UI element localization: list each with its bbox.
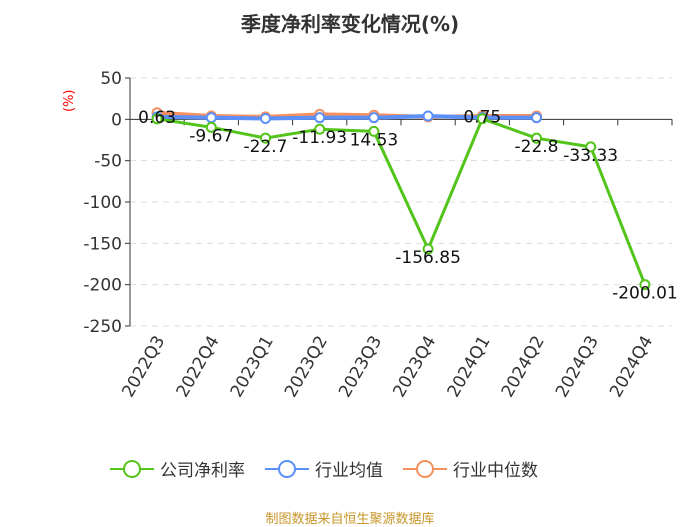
data-label: -22.7 [244, 137, 288, 157]
data-label: 0.75 [463, 108, 501, 128]
y-tick-label: -100 [83, 193, 122, 213]
x-tick-label: 2024Q1 [444, 333, 495, 401]
data-label: -9.67 [189, 126, 233, 146]
data-point [260, 113, 271, 125]
data-label: 0.63 [138, 108, 176, 128]
y-tick-label: -200 [83, 276, 122, 296]
data-point [260, 132, 271, 144]
x-tick-label: 2023Q1 [227, 333, 278, 401]
data-point [531, 112, 542, 124]
x-tick-label: 2022Q3 [118, 333, 169, 401]
legend-label: 行业中位数 [453, 461, 538, 481]
y-tick-label: -50 [94, 152, 122, 172]
data-point [639, 279, 651, 291]
series-line-1 [157, 114, 537, 121]
source-note: 制图数据来自恒生聚源数据库 [265, 512, 435, 527]
data-point [585, 141, 597, 153]
series-line-0 [156, 116, 647, 286]
legend-marker-icon [265, 459, 309, 478]
legend-item[interactable]: 行业均值 [265, 456, 383, 481]
data-label: 14.53 [350, 130, 399, 150]
x-tick-label: 2022Q4 [173, 333, 224, 401]
x-tick-label: 2024Q3 [552, 333, 603, 401]
chart-title: 季度净利率变化情况(%) [240, 12, 460, 36]
data-point [368, 112, 380, 124]
legend: 公司净利率 行业均值 行业中位数 [110, 456, 558, 481]
data-point [422, 243, 434, 255]
x-tick-label: 2024Q2 [498, 333, 549, 401]
x-tick-label: 2023Q4 [389, 333, 440, 401]
data-point [151, 113, 163, 125]
data-point [314, 123, 326, 135]
legend-marker-icon [403, 459, 447, 478]
legend-marker-icon [110, 459, 154, 478]
data-point [476, 113, 488, 125]
legend-item[interactable]: 行业中位数 [403, 456, 538, 481]
data-point [314, 112, 326, 124]
x-tick-label: 2023Q3 [335, 333, 386, 401]
data-point [422, 110, 434, 122]
legend-item[interactable]: 公司净利率 [110, 456, 245, 481]
y-tick-label: 0 [111, 110, 122, 130]
data-label: -22.8 [515, 137, 559, 157]
data-label: -200.01 [612, 284, 678, 304]
data-point [205, 112, 217, 124]
legend-label: 行业均值 [315, 461, 383, 481]
data-point [531, 132, 542, 144]
y-tick-label: -150 [83, 234, 122, 254]
y-tick-label: 50 [100, 69, 122, 89]
x-tick-label: 2023Q2 [281, 333, 332, 401]
x-tick-label: 2024Q4 [606, 333, 657, 401]
data-point [205, 121, 217, 133]
data-point [368, 125, 380, 137]
y-tick-label: -250 [83, 317, 122, 337]
data-label: -156.85 [395, 248, 461, 268]
legend-label: 公司净利率 [160, 461, 245, 481]
data-label: -33.33 [563, 146, 618, 166]
data-label: -11.93 [292, 128, 347, 148]
